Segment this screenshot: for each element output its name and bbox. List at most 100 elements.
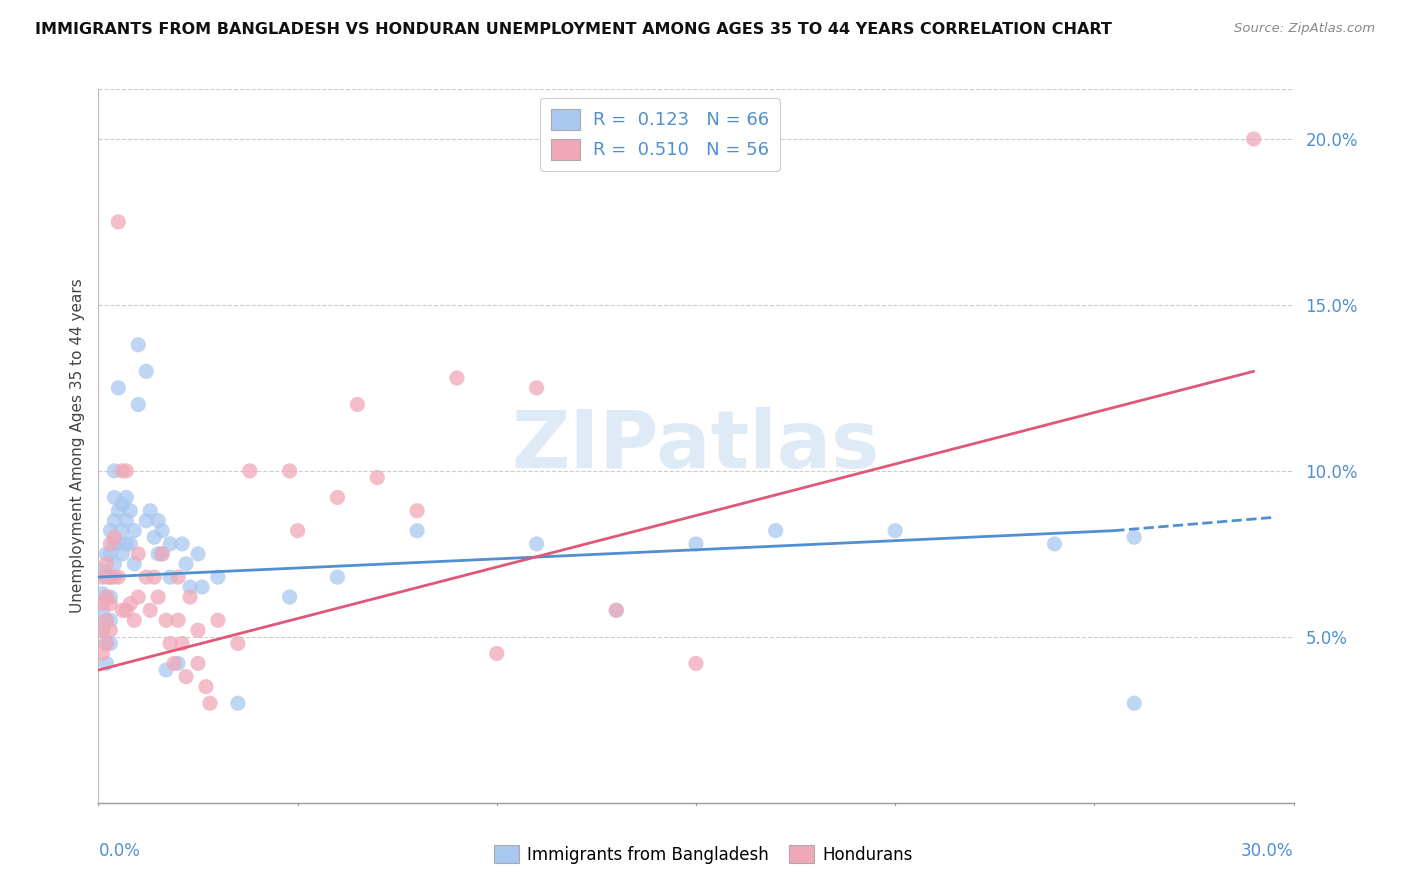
Point xyxy=(135,364,157,378)
Text: IMMIGRANTS FROM BANGLADESH VS HONDURAN UNEMPLOYMENT AMONG AGES 35 TO 44 YEARS CO: IMMIGRANTS FROM BANGLADESH VS HONDURAN U… xyxy=(35,22,1112,37)
Point xyxy=(526,381,548,395)
Point xyxy=(187,547,209,561)
Point xyxy=(98,590,122,604)
Point xyxy=(148,547,170,561)
Point xyxy=(111,547,134,561)
Point xyxy=(207,613,229,627)
Point xyxy=(194,680,218,694)
Point xyxy=(115,537,138,551)
Point xyxy=(103,530,125,544)
Point xyxy=(127,590,149,604)
Point xyxy=(111,497,134,511)
Point xyxy=(605,603,627,617)
Point xyxy=(103,491,125,505)
Point xyxy=(139,603,162,617)
Point xyxy=(406,524,429,538)
Point xyxy=(155,613,177,627)
Point xyxy=(111,464,134,478)
Point xyxy=(163,657,186,671)
Point xyxy=(143,570,166,584)
Text: Source: ZipAtlas.com: Source: ZipAtlas.com xyxy=(1234,22,1375,36)
Point xyxy=(96,613,118,627)
Point xyxy=(172,636,194,650)
Point xyxy=(167,613,190,627)
Point xyxy=(115,491,138,505)
Point xyxy=(174,670,197,684)
Point xyxy=(326,491,349,505)
Point xyxy=(96,590,118,604)
Point xyxy=(526,537,548,551)
Text: ZIPatlas: ZIPatlas xyxy=(512,407,880,485)
Point xyxy=(765,524,787,538)
Point xyxy=(485,647,508,661)
Point xyxy=(179,590,201,604)
Point xyxy=(278,590,301,604)
Point xyxy=(167,657,190,671)
Point xyxy=(159,537,181,551)
Point xyxy=(187,657,209,671)
Point xyxy=(139,504,162,518)
Point xyxy=(91,570,114,584)
Point xyxy=(226,696,249,710)
Point xyxy=(103,464,125,478)
Point xyxy=(120,504,142,518)
Point xyxy=(207,570,229,584)
Point xyxy=(96,657,118,671)
Point xyxy=(287,524,309,538)
Point xyxy=(685,657,707,671)
Point xyxy=(107,215,129,229)
Text: 0.0%: 0.0% xyxy=(98,842,141,860)
Point xyxy=(96,613,118,627)
Point xyxy=(103,514,125,528)
Point xyxy=(98,537,122,551)
Point xyxy=(150,547,173,561)
Point xyxy=(98,524,122,538)
Point xyxy=(98,636,122,650)
Point xyxy=(103,557,125,571)
Point xyxy=(103,570,125,584)
Point xyxy=(191,580,214,594)
Legend: R =  0.123   N = 66, R =  0.510   N = 56: R = 0.123 N = 66, R = 0.510 N = 56 xyxy=(540,98,780,170)
Point xyxy=(143,530,166,544)
Point xyxy=(366,470,388,484)
Point xyxy=(91,647,114,661)
Point xyxy=(226,636,249,650)
Legend: Immigrants from Bangladesh, Hondurans: Immigrants from Bangladesh, Hondurans xyxy=(486,838,920,871)
Point xyxy=(103,537,125,551)
Point xyxy=(884,524,907,538)
Point xyxy=(91,624,114,638)
Point xyxy=(1123,696,1146,710)
Point xyxy=(1043,537,1066,551)
Point xyxy=(107,381,129,395)
Point xyxy=(135,570,157,584)
Point xyxy=(135,514,157,528)
Point xyxy=(124,613,146,627)
Point xyxy=(127,338,149,352)
Point xyxy=(187,624,209,638)
Point xyxy=(278,464,301,478)
Point xyxy=(115,464,138,478)
Point xyxy=(91,603,114,617)
Point xyxy=(167,570,190,584)
Point xyxy=(91,587,114,601)
Point xyxy=(115,514,138,528)
Point xyxy=(91,597,114,611)
Point xyxy=(198,696,221,710)
Point xyxy=(155,663,177,677)
Point xyxy=(174,557,197,571)
Point xyxy=(150,524,173,538)
Point xyxy=(605,603,627,617)
Point xyxy=(96,547,118,561)
Point xyxy=(148,514,170,528)
Point xyxy=(96,590,118,604)
Point xyxy=(446,371,468,385)
Point xyxy=(150,547,173,561)
Point xyxy=(159,636,181,650)
Point xyxy=(406,504,429,518)
Point xyxy=(98,613,122,627)
Point xyxy=(96,636,118,650)
Point xyxy=(1243,132,1265,146)
Point xyxy=(107,504,129,518)
Point xyxy=(107,570,129,584)
Point xyxy=(159,570,181,584)
